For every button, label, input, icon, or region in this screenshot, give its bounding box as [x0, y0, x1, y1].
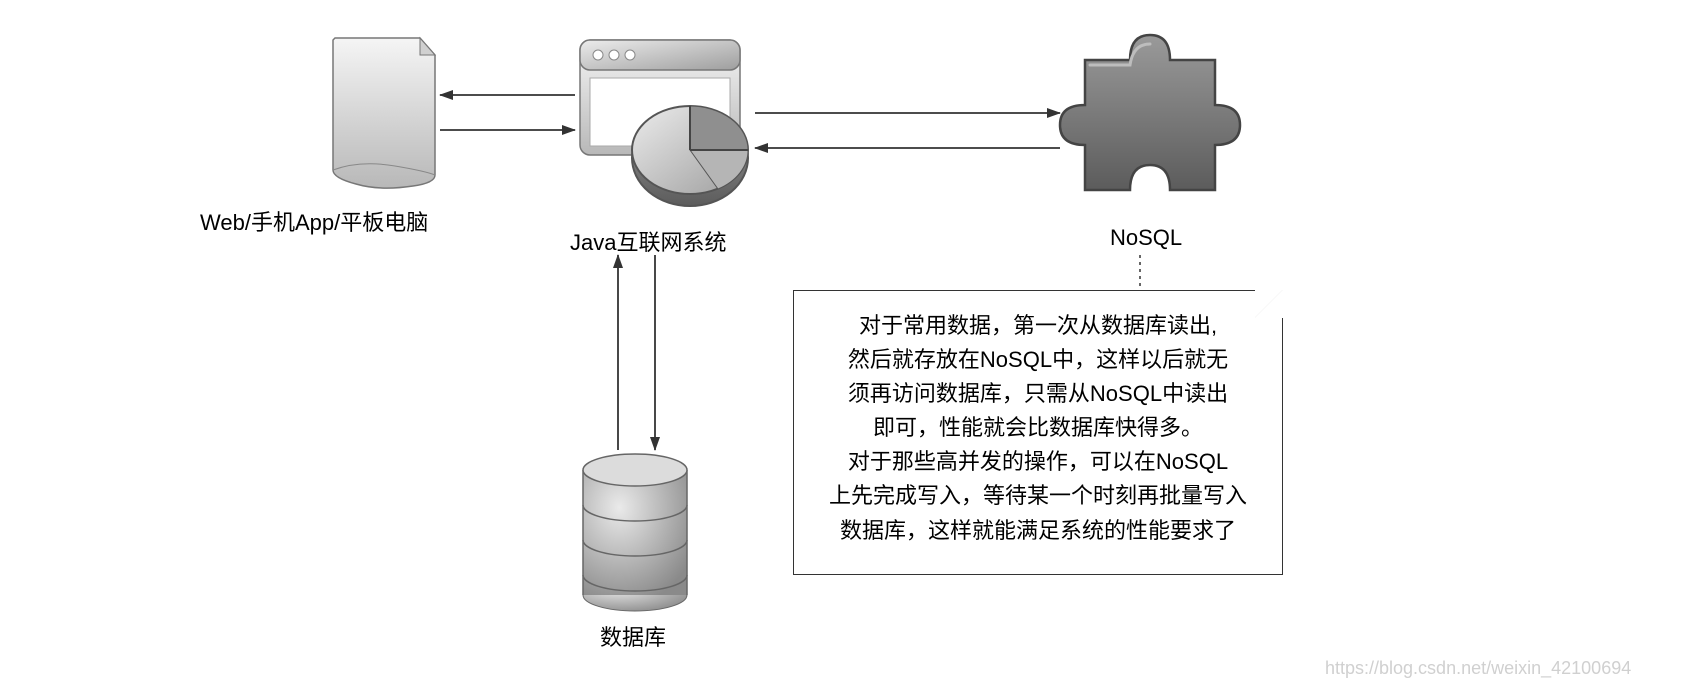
java-system-label: Java互联网系统	[570, 225, 726, 257]
database-label: 数据库	[600, 620, 666, 652]
database-icon	[583, 454, 687, 611]
callout-box: 对于常用数据，第一次从数据库读出,然后就存放在NoSQL中，这样以后就无须再访问…	[793, 290, 1283, 575]
diagram-canvas: { "type": "flowchart", "background_color…	[0, 0, 1686, 678]
puzzle-icon	[1060, 35, 1240, 190]
client-label: Web/手机App/平板电脑	[200, 205, 428, 237]
window-chart-icon	[580, 40, 748, 206]
nosql-label: NoSQL	[1110, 225, 1182, 251]
watermark-text: https://blog.csdn.net/weixin_42100694	[1325, 658, 1631, 679]
callout-text: 对于常用数据，第一次从数据库读出,然后就存放在NoSQL中，这样以后就无须再访问…	[814, 309, 1262, 548]
document-icon	[333, 38, 435, 188]
callout-fold	[1255, 290, 1283, 318]
